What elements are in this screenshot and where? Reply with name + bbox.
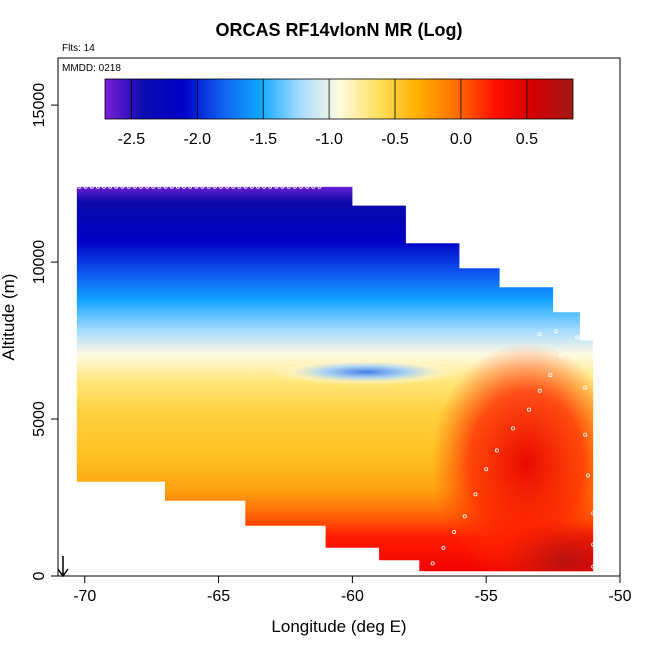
sample-point	[157, 184, 162, 189]
sample-point	[255, 184, 260, 189]
sample-point	[237, 184, 242, 189]
sample-point	[206, 184, 211, 189]
sample-point	[262, 184, 267, 189]
sample-point	[583, 385, 588, 390]
sample-point	[484, 467, 489, 472]
sample-point	[83, 184, 88, 189]
sample-points	[77, 184, 596, 575]
sample-point	[548, 373, 553, 378]
sample-point	[231, 184, 236, 189]
colorbar-tick-label: -1.0	[315, 131, 343, 148]
colorbar-tick-label: 0.0	[450, 131, 472, 148]
colorbar-tick-label: -2.5	[118, 131, 146, 148]
sample-point	[559, 354, 564, 359]
sample-point	[126, 184, 131, 189]
x-axis: -70 -65 -60 -55 -50	[73, 576, 632, 605]
sample-point	[175, 184, 180, 189]
y-axis-label: Altitude (m)	[0, 274, 18, 361]
x-tick-label: -70	[73, 588, 96, 605]
sample-point	[132, 184, 137, 189]
x-tick-label: -65	[207, 588, 230, 605]
sample-point	[419, 570, 424, 575]
sample-point	[120, 184, 125, 189]
sample-point	[462, 514, 467, 519]
heatmap-field	[76, 186, 594, 576]
sample-point	[188, 184, 193, 189]
colorbar-ticks	[130, 79, 528, 119]
colorbar-tick-label: -0.5	[381, 131, 409, 148]
sample-point	[575, 335, 580, 340]
sample-point	[494, 448, 499, 453]
sample-point	[591, 511, 596, 516]
y-axis: 0 5000 10000 15000	[31, 83, 58, 580]
sample-point	[280, 184, 285, 189]
sample-point	[77, 184, 82, 189]
sample-point	[225, 184, 230, 189]
sample-point	[169, 184, 174, 189]
sample-point	[286, 184, 291, 189]
sample-point	[311, 184, 316, 189]
x-tick-label: -60	[341, 588, 364, 605]
sample-point	[583, 432, 588, 437]
sample-point	[138, 184, 143, 189]
plot-frame	[57, 57, 621, 577]
sample-point	[510, 426, 515, 431]
sample-point	[200, 184, 205, 189]
sample-point	[292, 184, 297, 189]
colorbar-tick-label: 0.5	[516, 131, 538, 148]
y-tick-label: 5000	[31, 401, 48, 437]
x-tick-label: -50	[608, 588, 631, 605]
flights-annotation: Flts: 14	[62, 43, 95, 54]
sample-point	[108, 184, 113, 189]
sample-point	[95, 184, 100, 189]
sample-point	[181, 184, 186, 189]
chart-title: ORCAS RF14vlonN MR (Log)	[216, 20, 463, 40]
date-annotation: MMDD: 0218	[62, 63, 121, 74]
sample-point	[249, 184, 254, 189]
sample-point	[298, 184, 303, 189]
sample-point	[537, 388, 542, 393]
sample-point	[591, 542, 596, 547]
sample-point	[430, 561, 435, 566]
sample-point	[218, 184, 223, 189]
sample-point	[163, 184, 168, 189]
sample-point	[473, 492, 478, 497]
colorbar-gradient	[104, 78, 574, 120]
sample-point	[89, 184, 94, 189]
x-tick-label: -55	[475, 588, 498, 605]
y-tick-label: 10000	[31, 240, 48, 285]
sample-point	[274, 184, 279, 189]
sample-point	[114, 184, 119, 189]
x-axis-label: Longitude (deg E)	[271, 617, 406, 636]
sample-point	[102, 184, 107, 189]
low-mr-lens	[270, 358, 461, 385]
max-mr-core	[496, 520, 594, 576]
sample-point	[441, 545, 446, 550]
down-arrow-icon	[57, 556, 69, 578]
sample-point	[194, 184, 199, 189]
colorbar-tick-label: -2.0	[183, 131, 211, 148]
sample-point	[585, 473, 590, 478]
colorbar: -2.5 -2.0 -1.5 -1.0 -0.5 0.0 0.5	[104, 78, 574, 148]
sample-point	[452, 530, 457, 535]
colorbar-tick-label: -1.5	[249, 131, 277, 148]
sample-point	[317, 184, 322, 189]
sample-point	[145, 184, 150, 189]
sample-point	[212, 184, 217, 189]
sample-point	[268, 184, 273, 189]
sample-point	[527, 407, 532, 412]
sample-point	[553, 329, 558, 334]
sample-point	[305, 184, 310, 189]
sample-point	[151, 184, 156, 189]
sample-point	[537, 332, 542, 337]
sample-point	[591, 564, 596, 569]
y-tick-label: 0	[31, 571, 48, 580]
sample-point	[243, 184, 248, 189]
colorbar-tick-labels: -2.5 -2.0 -1.5 -1.0 -0.5 0.0 0.5	[118, 131, 539, 148]
y-tick-label: 15000	[31, 83, 48, 128]
